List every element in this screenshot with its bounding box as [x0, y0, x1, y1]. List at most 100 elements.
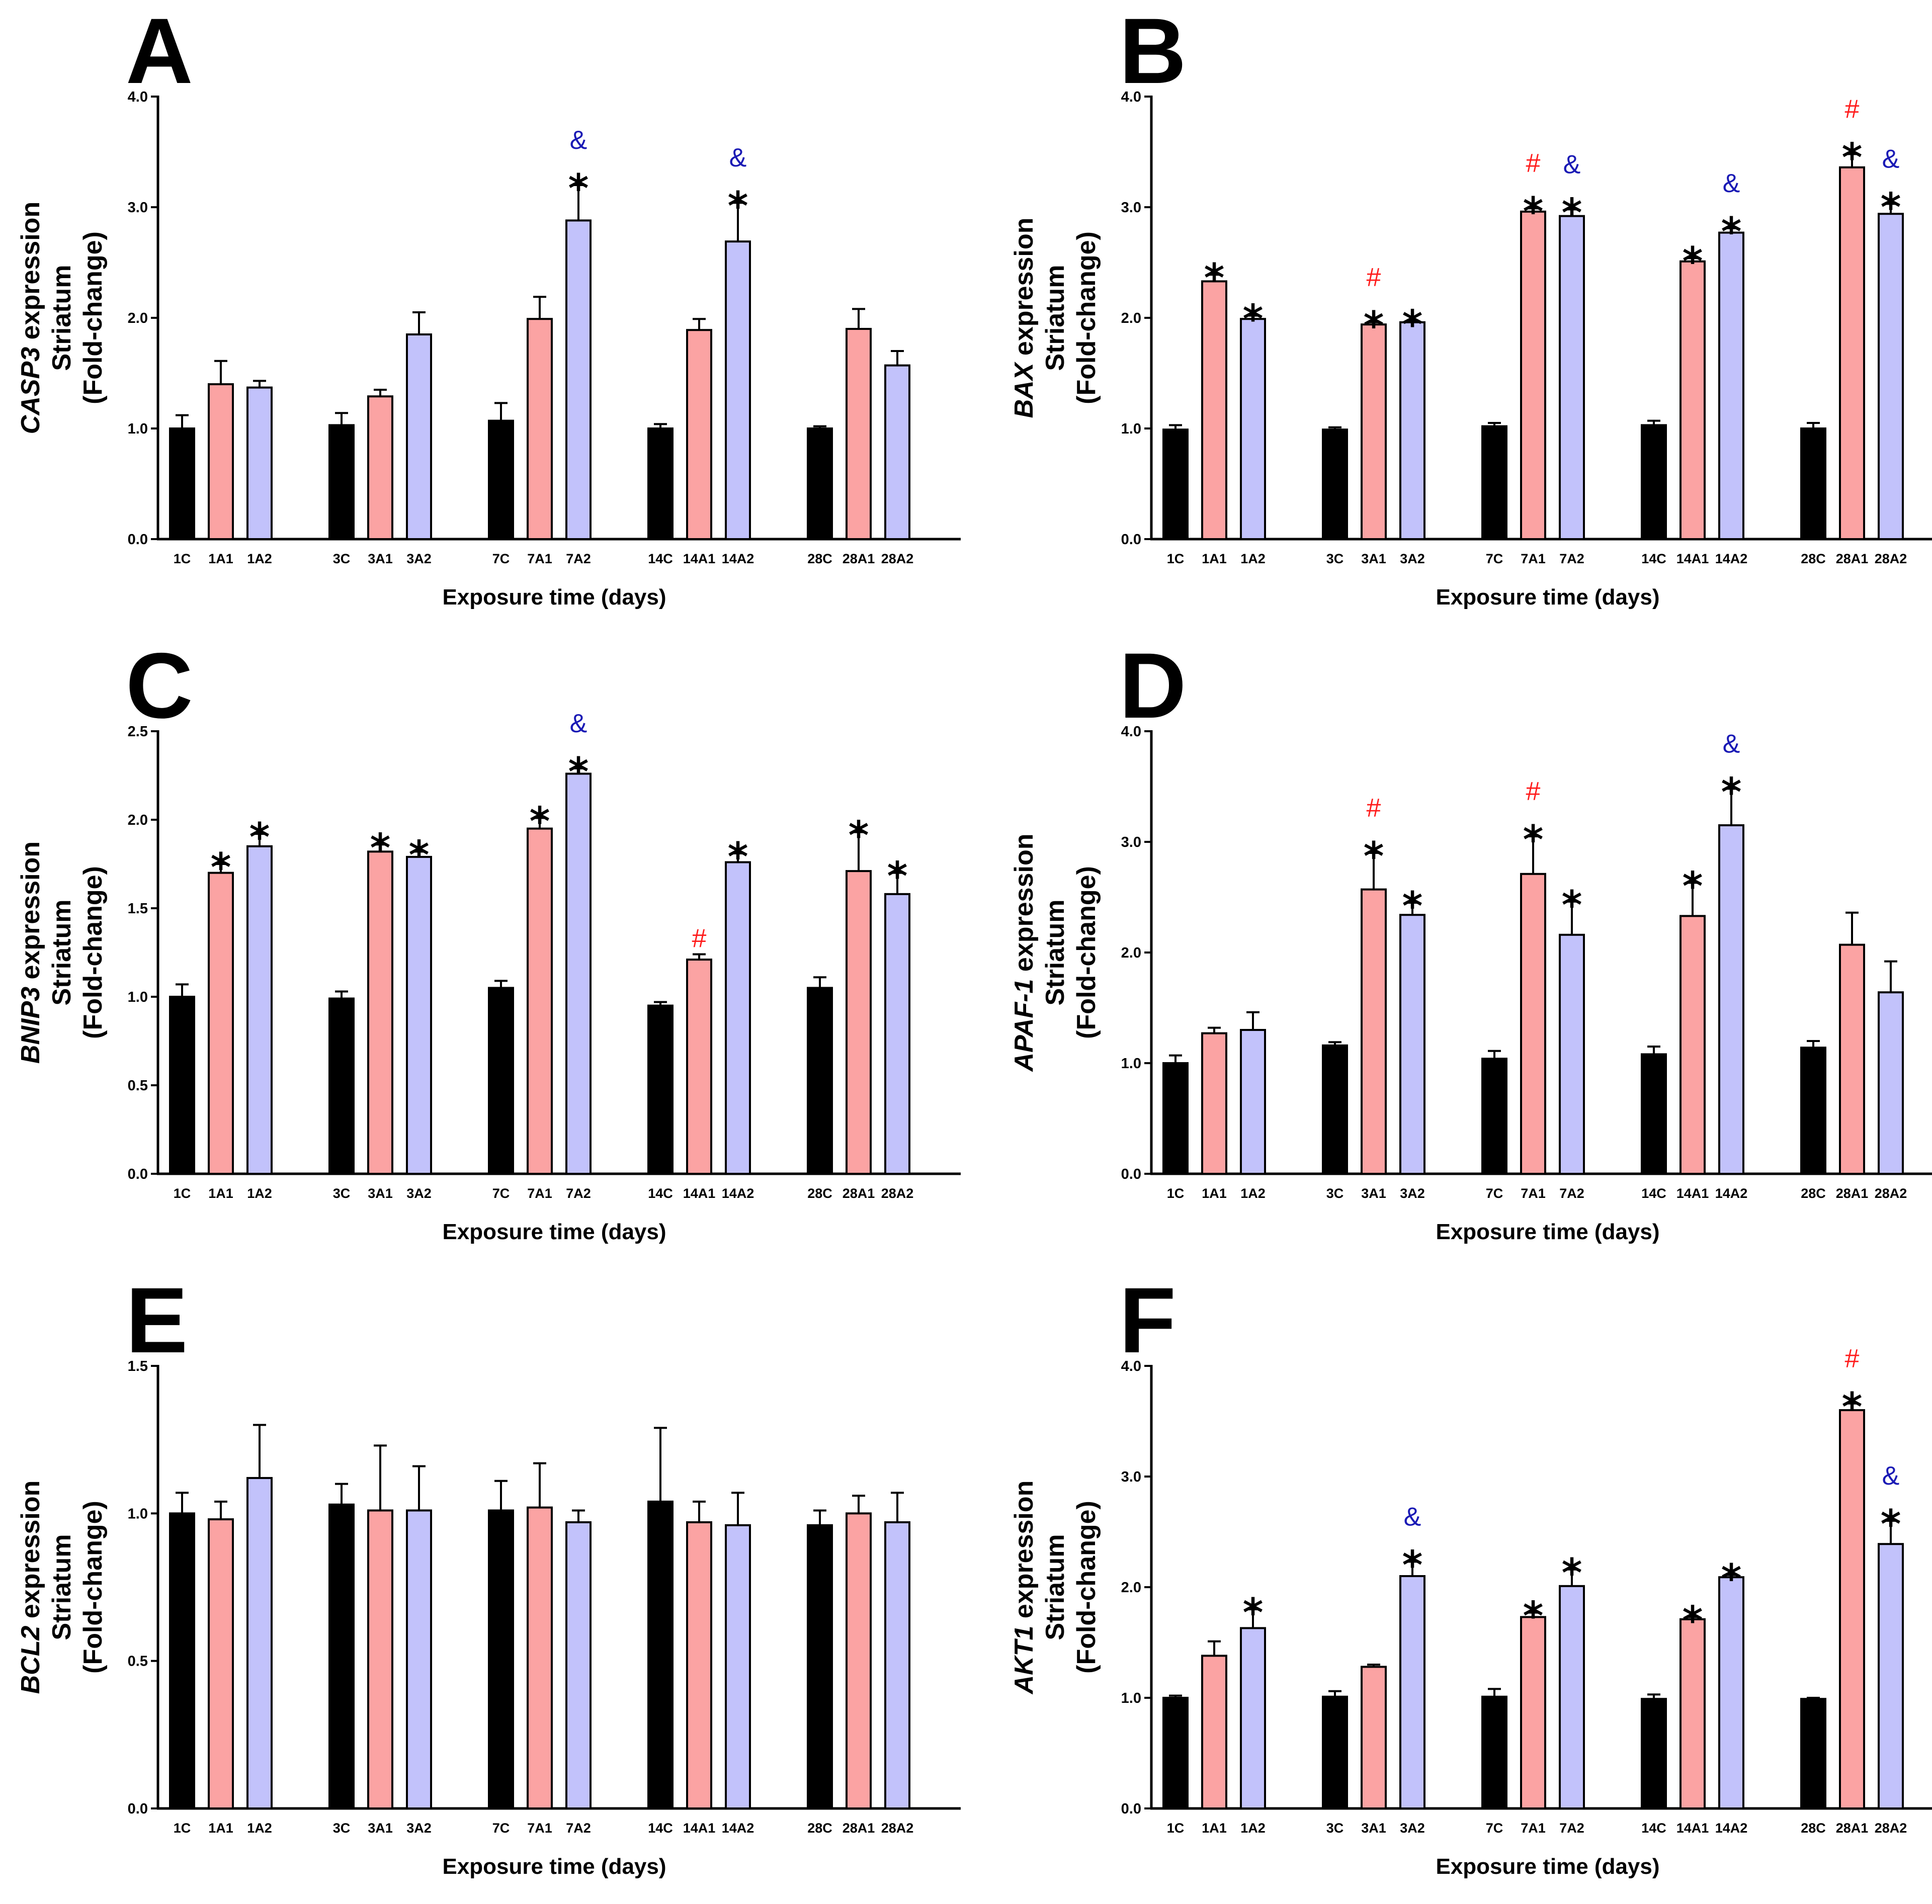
- y-axis-label-line2: Striatum: [47, 265, 76, 371]
- bar-3c: [1322, 1695, 1348, 1809]
- y-tick-label: 3.0: [1121, 200, 1141, 216]
- x-tick-label: 3A1: [368, 1186, 393, 1201]
- significance-amp: &: [570, 126, 587, 155]
- x-tick-label: 1C: [1167, 551, 1185, 566]
- significance-star: *: [1364, 304, 1384, 349]
- bar-3a2: [406, 855, 432, 1175]
- bar-14a2: [725, 1524, 751, 1809]
- bar-14a1: [686, 329, 712, 540]
- x-tick-label: 28A2: [1875, 1186, 1907, 1201]
- x-tick-label: 1A1: [1202, 1821, 1227, 1836]
- significance-amp: &: [570, 709, 587, 738]
- bar-3a1: [1361, 323, 1387, 540]
- chart-e: E BCL2 expressionStriatum(Fold-change) 0.0…: [16, 1269, 961, 1879]
- y-tick-label: 0.5: [128, 1078, 148, 1094]
- bar-28a1: [1839, 943, 1865, 1175]
- bar-7a1: [527, 827, 553, 1175]
- bar-14c: [647, 1500, 674, 1810]
- bar-7c: [1481, 1695, 1507, 1809]
- y-axis-label: BCL2 expressionStriatum(Fold-change): [16, 1481, 108, 1694]
- bar-14a2: [725, 240, 751, 540]
- y-tick-label: 2.0: [1121, 945, 1141, 961]
- x-tick-label: 14A2: [1715, 551, 1748, 566]
- bar-3c: [328, 1503, 355, 1809]
- x-tick-label: 7C: [1486, 551, 1503, 566]
- x-tick-label: 1A2: [1240, 551, 1266, 566]
- x-tick-label: 3A1: [368, 1821, 393, 1836]
- x-tick-label: 28A2: [881, 1186, 914, 1201]
- bar-3a1: [367, 1509, 393, 1809]
- y-tick-label: 0.0: [128, 1801, 148, 1817]
- y-tick-label: 0.5: [128, 1654, 148, 1670]
- bar-14c: [1641, 424, 1667, 541]
- x-tick-label: 3C: [333, 551, 351, 566]
- x-tick-label: 1C: [1167, 1186, 1185, 1201]
- x-tick-label: 7A2: [566, 1821, 591, 1836]
- x-tick-label: 1C: [174, 551, 191, 566]
- x-tick-label: 14A2: [722, 551, 754, 566]
- bar-1a1: [208, 383, 234, 540]
- x-tick-label: 28A1: [843, 1821, 875, 1836]
- x-tick-label: 28C: [1801, 1186, 1826, 1201]
- y-axis-label-line3: (Fold-change): [78, 866, 108, 1039]
- x-tick-label: 14C: [648, 551, 673, 566]
- bar-28c: [1800, 1047, 1826, 1175]
- x-tick-label: 3C: [333, 1186, 351, 1201]
- y-axis-label: BAX expressionStriatum(Fold-change): [1010, 218, 1101, 418]
- bar-7a2: [1559, 215, 1585, 541]
- x-tick-label: 14C: [1641, 1821, 1666, 1836]
- x-tick-label: 7A2: [566, 551, 591, 566]
- bar-3c: [328, 424, 355, 541]
- x-tick-label: 7A1: [1521, 1186, 1546, 1201]
- significance-star: *: [1683, 864, 1703, 909]
- gene-name: BAX: [1010, 361, 1039, 418]
- panel-f: F AKT1 expressionStriatum(Fold-change) 0.0…: [993, 1269, 1932, 1904]
- x-tick-label: 7C: [492, 1821, 510, 1836]
- significance-star: *: [1402, 1543, 1423, 1588]
- bar-28a1: [1839, 166, 1865, 540]
- x-tick-label: 28C: [807, 1186, 832, 1201]
- chart-a: A CASP3 expressionStriatum(Fold-change) 0.…: [16, 0, 961, 610]
- significance-star: *: [849, 814, 869, 859]
- y-tick-label: 0.0: [1121, 1801, 1141, 1817]
- bar-14c: [1641, 1698, 1667, 1810]
- x-tick-label: 7C: [492, 551, 510, 566]
- bar-28c: [807, 987, 833, 1175]
- x-tick-label: 14A2: [1715, 1821, 1748, 1836]
- x-tick-label: 3A2: [1400, 1186, 1425, 1201]
- x-tick-label: 1A2: [247, 1186, 272, 1201]
- y-tick-label: 4.0: [1121, 724, 1141, 740]
- bar-1a1: [1201, 1655, 1227, 1810]
- bar-3a2: [406, 333, 432, 540]
- y-axis-label-line2: Striatum: [1041, 265, 1070, 371]
- bar-14a2: [725, 861, 751, 1175]
- bar-1a1: [208, 1518, 234, 1810]
- x-tick-label: 1C: [174, 1186, 191, 1201]
- chart-d: D APAF-1 expressionStriatum(Fold-change) 0…: [1010, 634, 1932, 1244]
- y-tick-label: 0.0: [1121, 1166, 1141, 1182]
- y-axis-label-line2: Striatum: [47, 900, 76, 1006]
- x-tick-label: 7A2: [1559, 1821, 1584, 1836]
- bar-1a2: [1240, 1627, 1266, 1810]
- bar-3a1: [367, 395, 393, 540]
- bar-7c: [1481, 1058, 1507, 1175]
- significance-amp: &: [1723, 169, 1740, 198]
- gene-name: BNIP3: [16, 987, 45, 1064]
- bar-7a2: [565, 1521, 592, 1809]
- bar-1a2: [1240, 1029, 1266, 1175]
- bar-3a1: [1361, 1666, 1387, 1810]
- x-tick-label: 3A2: [1400, 1821, 1425, 1836]
- x-tick-label: 7A1: [1521, 1821, 1546, 1836]
- bar-14a1: [1679, 260, 1706, 540]
- y-tick-label: 2.0: [1121, 1580, 1141, 1596]
- bar-28a2: [1878, 991, 1904, 1175]
- x-tick-label: 1A2: [247, 551, 272, 566]
- bar-3a2: [1399, 321, 1425, 540]
- panel-label: B: [1119, 0, 1187, 103]
- bar-3c: [1322, 428, 1348, 541]
- x-tick-label: 7A2: [566, 1186, 591, 1201]
- chart-b: B BAX expressionStriatum(Fold-change) 0.0 1…: [1010, 0, 1932, 610]
- y-tick-label: 4.0: [1121, 89, 1141, 105]
- bar-1a2: [246, 386, 273, 540]
- chart-f: F AKT1 expressionStriatum(Fold-change) 0.0…: [1010, 1269, 1932, 1879]
